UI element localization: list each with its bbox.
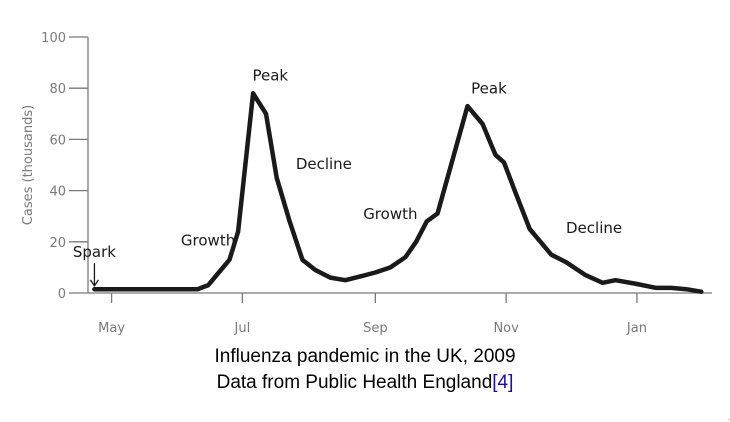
y-tick-label: 100 bbox=[41, 31, 66, 46]
annotations: Spark Growth Peak Decline Growth Peak Decline bbox=[73, 67, 622, 288]
caption-title: Influenza pandemic in the UK, 2009 bbox=[214, 346, 516, 367]
annotation-label: Spark bbox=[73, 243, 116, 261]
annotation-label: Decline bbox=[566, 219, 622, 237]
caption-source-text: Data from Public Health England bbox=[216, 372, 493, 393]
chart: 0 20 40 60 80 100 May Jul Sep Nov Jan Cases (thou… bbox=[21, 31, 712, 336]
corner-mark: . bbox=[727, 413, 730, 422]
annotation-label: Growth bbox=[363, 205, 417, 223]
y-axis: 0 20 40 60 80 100 bbox=[41, 31, 89, 302]
annotation-label: Decline bbox=[296, 155, 352, 173]
x-tick-label: Nov bbox=[493, 321, 519, 336]
x-tick-label: Jul bbox=[234, 321, 251, 336]
x-tick-label: Sep bbox=[363, 321, 388, 336]
series bbox=[92, 91, 704, 294]
y-tick-label: 80 bbox=[49, 82, 66, 97]
y-tick-label: 20 bbox=[49, 236, 66, 251]
x-tick-label: Jan bbox=[626, 321, 647, 336]
cases-line bbox=[92, 91, 704, 294]
annotation-label: Peak bbox=[252, 67, 288, 85]
y-tick-label: 40 bbox=[49, 185, 66, 200]
y-axis-title: Cases (thousands) bbox=[21, 105, 36, 225]
x-tick-label: May bbox=[98, 321, 125, 336]
spark-arrow-head bbox=[89, 279, 99, 288]
annotation-label: Growth bbox=[181, 232, 235, 250]
y-tick-label: 60 bbox=[49, 133, 66, 148]
reference-link[interactable]: [4] bbox=[492, 372, 514, 393]
caption-source: Data from Public Health England[4] bbox=[0, 371, 730, 395]
annotation-label: Peak bbox=[471, 79, 507, 97]
y-tick-label: 0 bbox=[58, 287, 66, 302]
x-axis: May Jul Sep Nov Jan bbox=[88, 292, 712, 336]
